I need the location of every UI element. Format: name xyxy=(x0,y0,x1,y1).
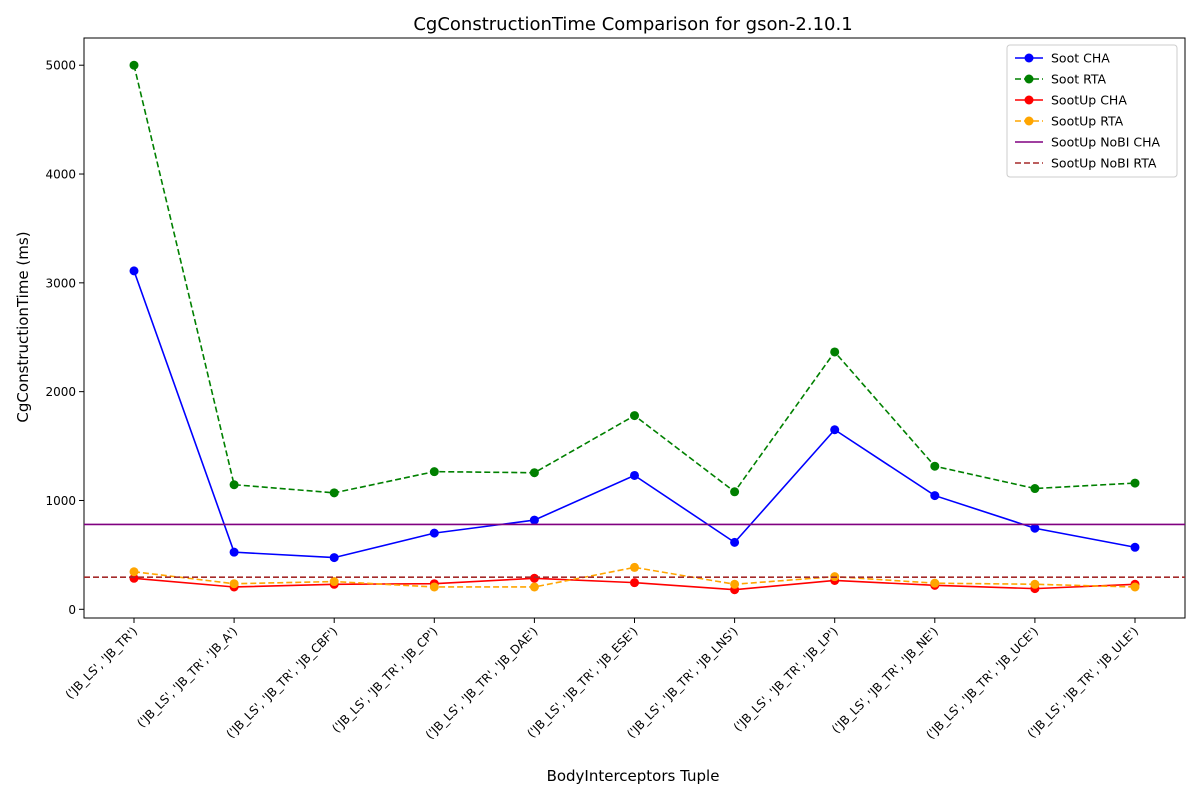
x-tick-label: ('JB_LS', 'JB_TR') xyxy=(63,624,141,702)
y-tick-label: 4000 xyxy=(45,168,76,182)
y-tick-label: 5000 xyxy=(45,59,76,73)
data-point xyxy=(730,537,740,547)
x-tick-label: ('JB_LS', 'JB_TR', 'JB_DAE') xyxy=(423,624,541,742)
series-line xyxy=(133,566,1136,588)
series-line xyxy=(133,65,1136,494)
data-point xyxy=(229,480,239,490)
x-tick-label: ('JB_LS', 'JB_TR', 'JB_A') xyxy=(134,624,240,730)
data-point xyxy=(129,266,139,276)
x-tick-label: ('JB_LS', 'JB_TR', 'JB_LP') xyxy=(731,624,841,734)
legend-marker xyxy=(1024,53,1034,63)
data-point xyxy=(1130,478,1140,488)
legend-marker xyxy=(1024,95,1034,105)
data-point xyxy=(529,515,539,525)
data-point xyxy=(429,528,439,538)
y-tick-label: 2000 xyxy=(45,385,76,399)
legend-entry: Soot RTA xyxy=(1051,72,1107,87)
data-point xyxy=(1130,582,1140,592)
data-point xyxy=(129,573,139,583)
data-point xyxy=(329,577,339,587)
data-point xyxy=(329,488,339,498)
legend-marker xyxy=(1024,116,1034,126)
legend-entry: SootUp CHA xyxy=(1051,93,1127,108)
data-point xyxy=(1130,542,1140,552)
data-point xyxy=(730,579,740,589)
data-point xyxy=(329,553,339,563)
data-point xyxy=(1030,484,1040,494)
data-point xyxy=(930,461,940,471)
x-tick-label: ('JB_LS', 'JB_TR', 'JB_NE') xyxy=(829,624,941,736)
y-axis-label: CgConstructionTime (ms) xyxy=(14,231,32,422)
x-tick-label: ('JB_LS', 'JB_TR', 'JB_CBF') xyxy=(223,624,340,741)
x-axis-label: BodyInterceptors Tuple xyxy=(547,767,720,785)
data-point xyxy=(630,562,639,572)
legend-box xyxy=(1006,44,1178,178)
x-tick-label: ('JB_LS', 'JB_TR', 'JB_UCE') xyxy=(923,624,1041,742)
data-point xyxy=(1030,523,1040,533)
legend-entry: Soot CHA xyxy=(1051,51,1110,66)
data-point xyxy=(930,491,940,501)
data-point xyxy=(429,582,439,592)
legend-marker xyxy=(1024,74,1034,84)
x-tick-label: ('JB_LS', 'JB_TR', 'JB_ESE') xyxy=(524,624,640,740)
data-point xyxy=(730,487,740,497)
data-point xyxy=(630,470,639,480)
data-point xyxy=(129,567,139,577)
data-point xyxy=(830,347,840,357)
data-point xyxy=(930,578,940,588)
data-point xyxy=(630,411,639,421)
data-point xyxy=(1030,579,1040,589)
legend-entry: SootUp NoBI RTA xyxy=(1051,156,1157,171)
x-tick-label: ('JB_LS', 'JB_TR', 'JB_LNS') xyxy=(624,624,741,741)
legend: Soot CHA Soot RTA SootUp CHA SootUp RTA Soot… xyxy=(1006,44,1178,178)
chart-title: CgConstructionTime Comparison for gson-2… xyxy=(413,14,852,35)
x-tick-label: ('JB_LS', 'JB_TR', 'JB_CP') xyxy=(329,624,440,735)
y-tick-label: 1000 xyxy=(45,494,76,508)
x-tick-label: ('JB_LS', 'JB_TR', 'JB_ULE') xyxy=(1025,624,1141,740)
data-point xyxy=(830,425,840,435)
data-point xyxy=(529,468,539,478)
data-point xyxy=(129,60,139,70)
data-point xyxy=(630,578,639,588)
data-point xyxy=(229,547,239,557)
legend-entry: SootUp RTA xyxy=(1051,114,1124,129)
data-point xyxy=(229,579,239,589)
y-tick-label: 0 xyxy=(68,603,76,617)
legend-entry: SootUp NoBI CHA xyxy=(1051,135,1161,150)
data-point xyxy=(429,467,439,477)
data-point xyxy=(529,573,539,583)
y-tick-label: 3000 xyxy=(45,276,76,290)
data-point xyxy=(529,582,539,592)
